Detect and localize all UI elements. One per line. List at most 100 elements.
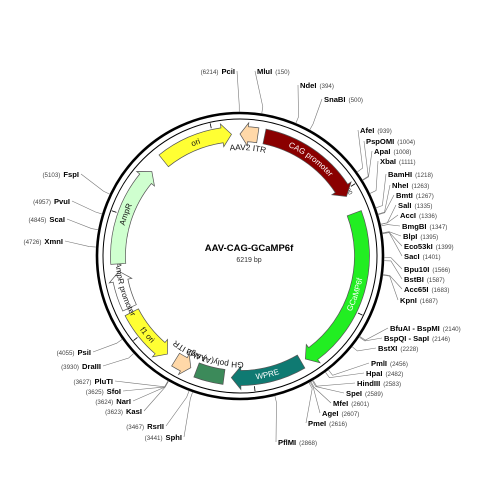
gcamp6f-arrow [304,210,370,364]
site-pcii[interactable]: (6214) PciI [201,67,240,113]
site-pspomi[interactable]: PspOMI (1004) [362,137,415,181]
site-leader [362,150,373,181]
backbone-circles [95,111,385,401]
site-label: BmgBI (1347) [402,222,447,231]
site-saci[interactable]: SacI (1401) [382,232,441,261]
site-rsrii[interactable]: (3467) RsrII [126,390,190,431]
site-leader [380,224,401,227]
outer-strand [95,111,385,401]
site-scai[interactable]: (4845) ScaI [28,215,99,231]
site-leader [358,336,383,342]
site-mfei[interactable]: MfeI (2601) [310,381,369,408]
wpre-arrow [230,354,306,391]
site-label: (3467) RsrII [126,422,164,431]
site-leader [380,204,397,225]
site-leader [143,380,169,412]
site-pluti[interactable]: (3627) PluTI [74,377,169,388]
site-leader [382,231,402,237]
site-leader [362,140,369,181]
site-agei[interactable]: AgeI (2607) [309,381,359,418]
site-ndei[interactable]: NdeI (394) [295,81,334,124]
site-leader [309,98,323,131]
ori-label: ori [190,137,202,149]
site-hindiii[interactable]: HindIII (2583) [312,379,401,388]
site-pmei[interactable]: PmeI (2616) [305,382,347,428]
site-label: SacI (1401) [404,252,441,261]
site-pvui[interactable]: (4957) PvuI [33,197,103,215]
ori-arrow [158,123,232,168]
site-label: (3627) PluTI [74,377,113,386]
site-acc65i[interactable]: Acc65I (1683) [382,274,450,294]
site-blpi[interactable]: BlpI (1395) [382,231,438,241]
site-spei[interactable]: SpeI (2589) [312,380,383,398]
aav2-itr-1-label: AAV2 ITR [229,143,267,155]
site-acci[interactable]: AccI (1336) [380,211,437,225]
site-label: KpnI (1687) [400,296,438,305]
site-label: (3930) DraIII [61,362,101,371]
site-apai[interactable]: ApaI (1008) [362,147,412,181]
site-nhei[interactable]: NheI (1263) [377,181,430,215]
site-label: MfeI (2601) [333,399,369,408]
site-bfuai-bspmi[interactable]: BfuAI - BspMI (2140) [359,324,461,341]
site-leader [328,362,370,376]
bgh-polya-label: bGH poly(A) signal [0,0,244,369]
site-label: SpeI (2589) [346,389,383,398]
inner-strand [102,118,378,394]
site-label: BstBI (1587) [404,275,445,284]
site-bstxi[interactable]: BstXI (2228) [351,344,418,353]
site-leader [369,160,379,194]
site-afei[interactable]: AfeI (939) [356,126,392,173]
site-bstbi[interactable]: BstBI (1587) [383,260,445,284]
site-bmti[interactable]: BmtI (1267) [377,191,434,216]
site-leader [382,274,403,290]
site-snabi[interactable]: SnaBI (500) [309,95,363,131]
site-fspi[interactable]: (5103) FspI [42,170,111,195]
site-leader [64,240,97,248]
site-leader [122,380,169,392]
site-label: (6214) PciI [201,67,235,76]
site-leader [165,390,190,427]
site-pflmi[interactable]: PflMI (2868) [274,395,317,447]
site-pmli[interactable]: PmlI (2456) [328,359,408,376]
site-label: HindIII (2583) [357,379,401,388]
site-label: ApaI (1008) [374,147,411,156]
site-bmgbi[interactable]: BmgBI (1347) [380,222,448,231]
site-hpai[interactable]: HpaI (2482) [325,369,403,378]
site-label: (5103) FspI [42,170,79,179]
site-label: NdeI (394) [300,81,334,90]
site-leader [309,381,321,414]
site-label: BlpI (1395) [403,232,438,241]
site-kpni[interactable]: KpnI (1687) [382,274,438,305]
site-bpu10i[interactable]: Bpu10I (1566) [383,257,450,274]
site-sphi[interactable]: (3441) SphI [145,391,193,442]
site-label: Acc65I (1683) [404,285,449,294]
site-leader [325,371,365,378]
site-kasi[interactable]: (3623) KasI [105,380,169,416]
site-leader [356,129,364,173]
site-psii[interactable]: (4055) PsiI [57,338,123,357]
restriction-sites: (6214) PciI MluI (150) NdeI (394) SnaBI (500) Af… [24,67,461,447]
site-eco53ki[interactable]: Eco53kI (1399) [382,232,454,251]
site-label: Bpu10I (1566) [404,265,450,274]
site-draiii[interactable]: (3930) DraIII [61,353,135,371]
site-xbai[interactable]: XbaI (1111) [369,157,416,194]
site-bspqi-sapi[interactable]: BspQI - SapI (2146) [358,334,450,343]
ampr-promoter-arrow [108,270,137,312]
site-leader [71,200,103,215]
site-leader [102,353,135,367]
tick-mark [357,312,363,316]
site-leader [80,173,111,195]
site-label: BspQI - SapI (2146) [384,334,450,343]
site-label: (4726) XmnI [24,237,63,246]
aav2-itr-1-arrow [239,121,260,147]
site-leader [92,338,123,353]
feature-arrows: AAV2 ITR CAG promoter GCaMP6fWPREbGH poly(… [0,0,370,391]
site-leader [382,274,399,301]
bgh-polya-arrow [193,362,226,385]
site-leader [312,379,356,387]
site-xmni[interactable]: (4726) XmnI [24,237,97,248]
site-mlui[interactable]: MluI (150) [254,67,290,114]
site-bamhi[interactable]: BamHI (1218) [375,170,433,209]
site-label: HpaI (2482) [366,369,403,378]
